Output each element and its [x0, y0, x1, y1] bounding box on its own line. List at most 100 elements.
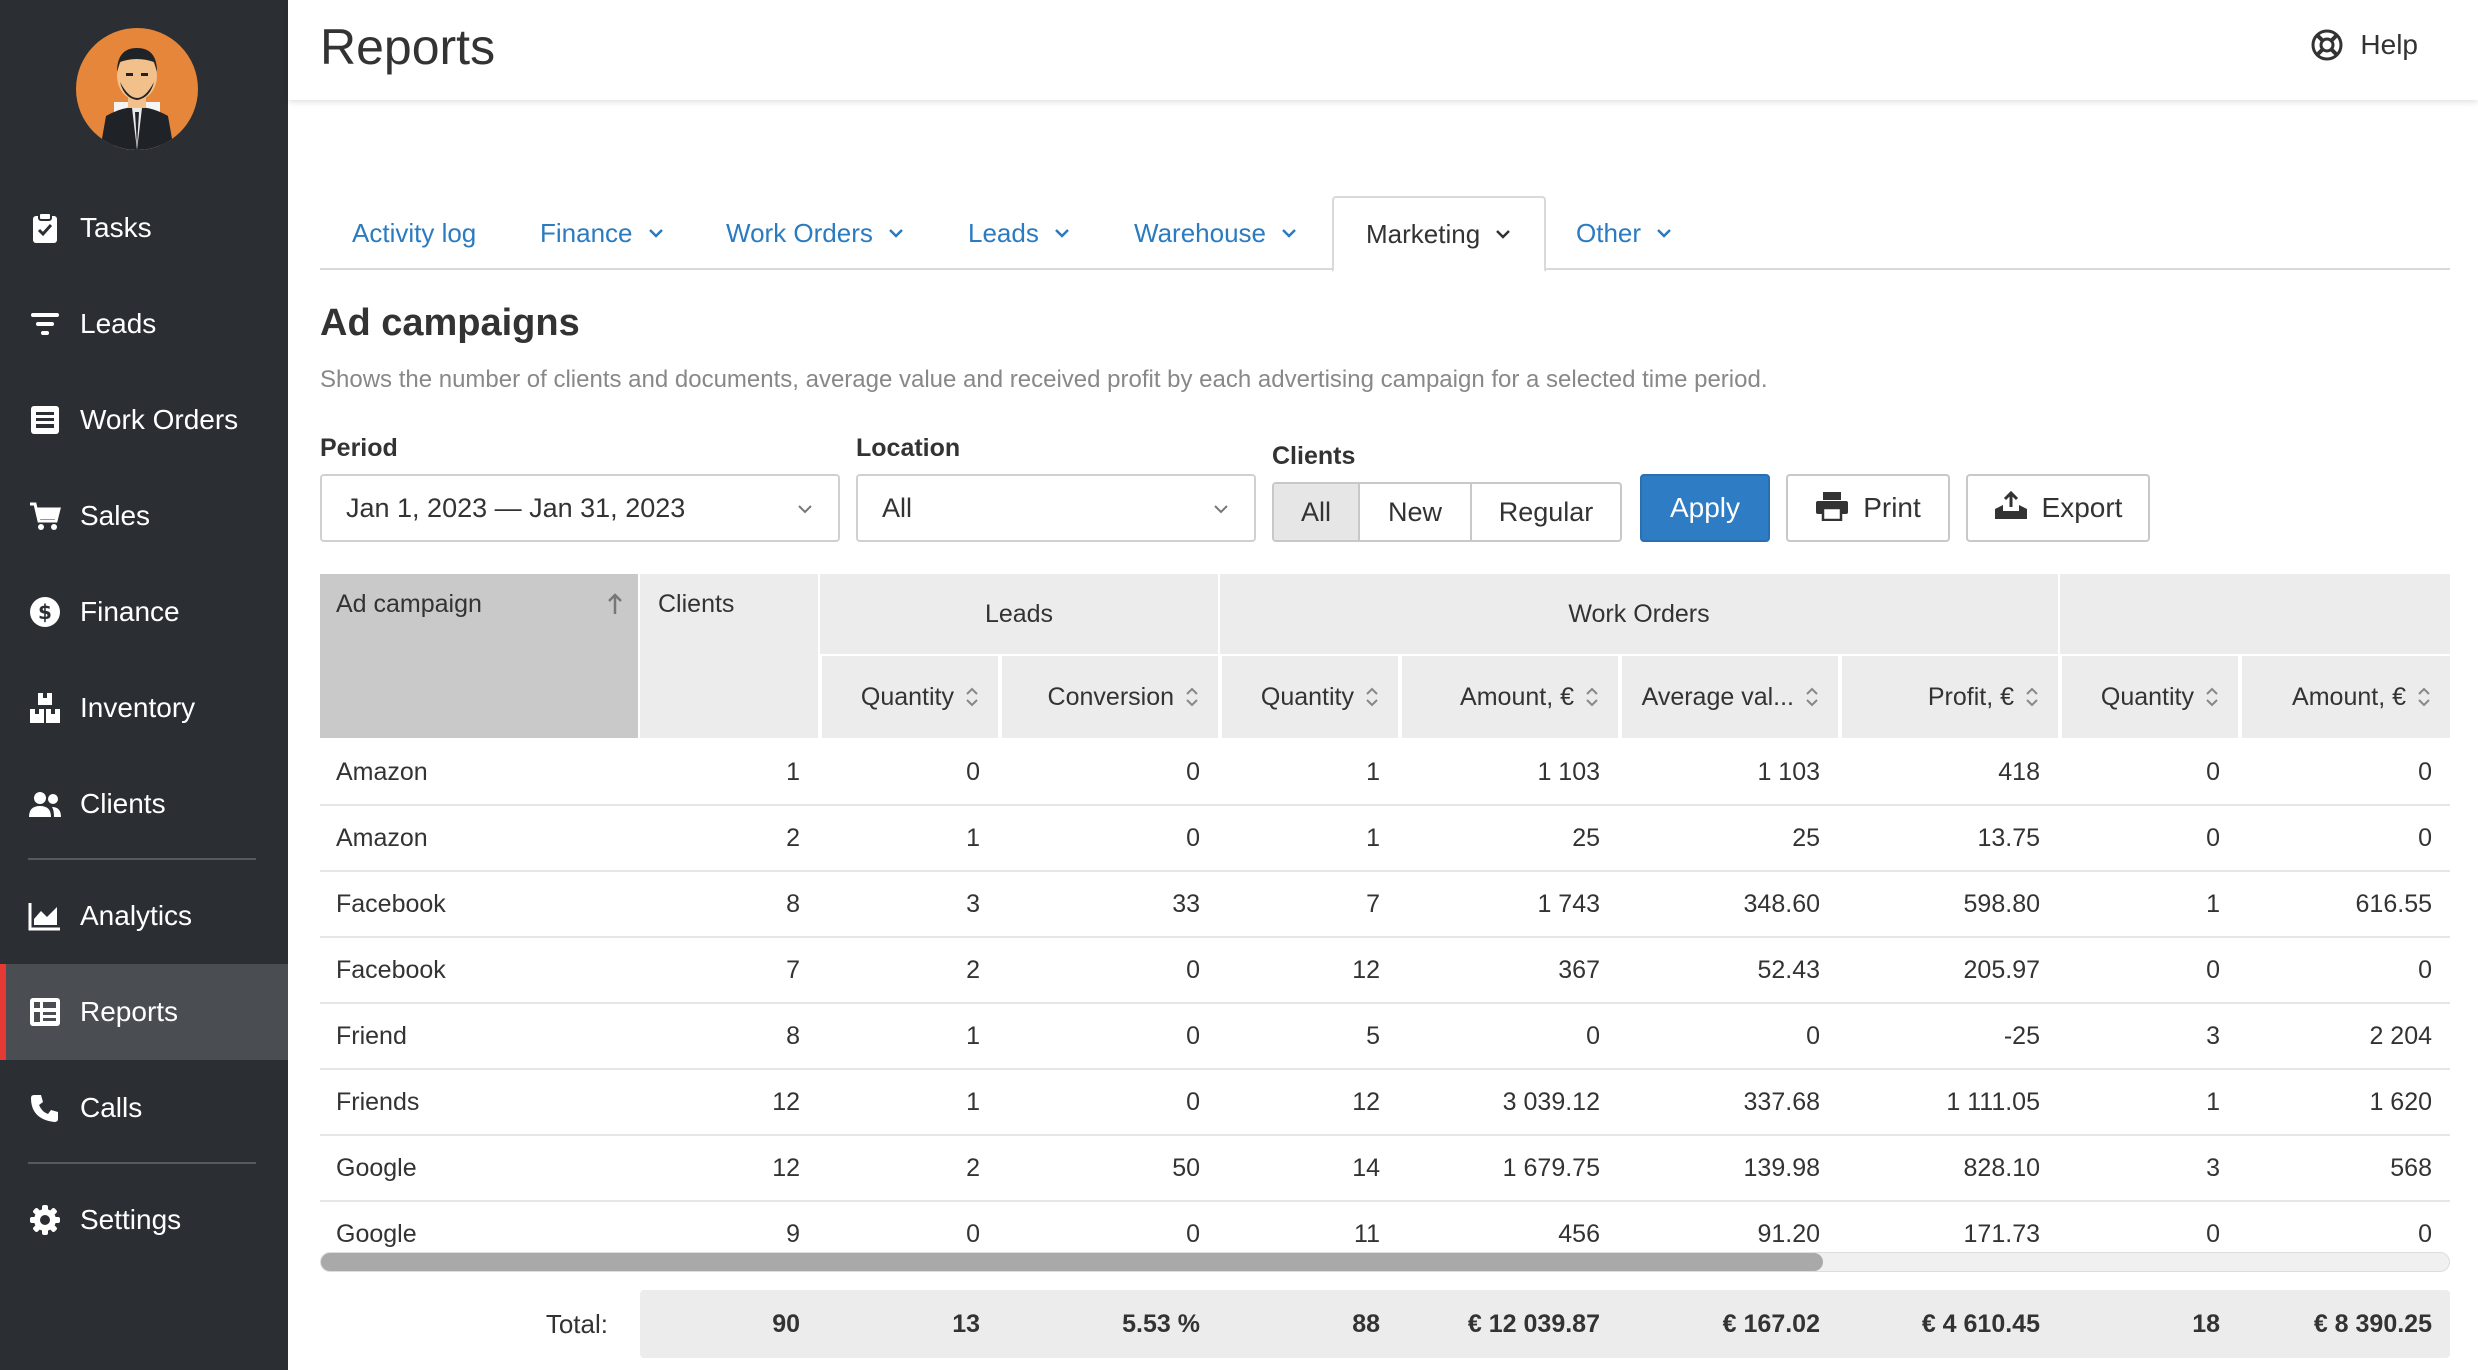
export-button[interactable]: Export: [1966, 474, 2150, 542]
sidebar-item-sales[interactable]: Sales: [0, 468, 288, 564]
table-cell: 12: [1352, 955, 1380, 984]
col-header-clients[interactable]: Clients: [640, 574, 818, 738]
avatar[interactable]: [76, 28, 198, 150]
col-header-sub[interactable]: Quantity: [2060, 656, 2238, 738]
table-row[interactable]: Google 12 2 50 14 1 679.75 139.98 828.10 3 568: [320, 1136, 2450, 1202]
sidebar-item-label: Settings: [80, 1204, 182, 1235]
table-cell: 0: [2206, 1219, 2220, 1248]
horizontal-scrollbar[interactable]: [320, 1252, 2450, 1272]
total-cell: 5.53 %: [1122, 1309, 1200, 1338]
tab-label: Leads: [968, 217, 1039, 248]
tab-label: Finance: [540, 217, 633, 248]
clients-option-all[interactable]: All: [1274, 484, 1360, 540]
sort-asc-icon: [608, 593, 622, 614]
print-button[interactable]: Print: [1786, 474, 1950, 542]
table-cell: 8: [786, 1021, 800, 1050]
ad-campaigns-table: Ad campaign Clients Leads Work Orders Qu…: [320, 574, 2450, 1250]
chevron-down-icon: [798, 505, 812, 514]
col-header-sub[interactable]: Quantity: [820, 656, 998, 738]
tab-finance[interactable]: Finance: [540, 196, 665, 270]
sort-icon: [2418, 687, 2430, 707]
sidebar-item-analytics[interactable]: Analytics: [0, 868, 288, 964]
col-header-label: Amount, €: [2292, 682, 2406, 711]
clients-option-new[interactable]: New: [1360, 484, 1472, 540]
total-cell: 90: [772, 1309, 800, 1338]
print-label: Print: [1863, 492, 1921, 523]
table-cell: 828.10: [1963, 1153, 2040, 1182]
sidebar-item-clients[interactable]: Clients: [0, 756, 288, 852]
col-header-sub[interactable]: Amount, €: [2240, 656, 2450, 738]
sidebar-item-finance[interactable]: $ Finance: [0, 564, 288, 660]
sort-icon: [1366, 687, 1378, 707]
table-cell: 0: [2418, 823, 2432, 852]
inbox-icon: [28, 403, 62, 437]
tab-leads[interactable]: Leads: [968, 196, 1071, 270]
sidebar-item-reports[interactable]: Reports: [0, 964, 288, 1060]
table-cell: 367: [1558, 955, 1600, 984]
col-header-label: Clients: [658, 590, 735, 618]
sort-icon: [1806, 687, 1818, 707]
col-header-ad-campaign[interactable]: Ad campaign: [320, 574, 638, 738]
col-header-sub[interactable]: Average val...: [1620, 656, 1838, 738]
table-cell: 2: [966, 955, 980, 984]
table-cell: 3: [2206, 1153, 2220, 1182]
table-cell: 1: [2206, 1087, 2220, 1116]
campaign-name-cell: Friends: [336, 1087, 420, 1116]
table-cell: 2: [786, 823, 800, 852]
table-row[interactable]: Friend 8 1 0 5 0 0 -25 3 2 204: [320, 1004, 2450, 1070]
sort-icon: [1186, 687, 1198, 707]
sidebar-item-work-orders[interactable]: Work Orders: [0, 372, 288, 468]
section-description: Shows the number of clients and document…: [320, 366, 1768, 393]
tab-other[interactable]: Other: [1576, 196, 1673, 270]
sidebar-divider: [28, 1162, 256, 1164]
tab-activity-log[interactable]: Activity log: [352, 196, 476, 270]
tab-warehouse[interactable]: Warehouse: [1134, 196, 1298, 270]
section-title: Ad campaigns: [320, 302, 580, 344]
col-header-sub[interactable]: Conversion: [1000, 656, 1218, 738]
table-cell: 139.98: [1743, 1153, 1820, 1182]
tab-label: Work Orders: [726, 217, 873, 248]
table-cell: 1 111.05: [1946, 1087, 2040, 1116]
location-select[interactable]: All: [856, 474, 1256, 542]
table-row[interactable]: Facebook 7 2 0 12 367 52.43 205.97 0 0: [320, 938, 2450, 1004]
sidebar-item-settings[interactable]: Settings: [0, 1172, 288, 1268]
table-row[interactable]: Friends 12 1 0 12 3 039.12 337.68 1 111.05 1 1 62…: [320, 1070, 2450, 1136]
sidebar-item-label: Clients: [80, 788, 166, 819]
table-row[interactable]: Facebook 8 3 33 7 1 743 348.60 598.80 1 616.55: [320, 872, 2450, 938]
apply-button[interactable]: Apply: [1640, 474, 1770, 542]
col-header-sub[interactable]: Profit, €: [1840, 656, 2058, 738]
sidebar-item-tasks[interactable]: Tasks: [0, 180, 288, 276]
period-value: Jan 1, 2023 — Jan 31, 2023: [346, 492, 686, 523]
clients-label: Clients: [1272, 442, 1356, 470]
clients-option-regular[interactable]: Regular: [1498, 496, 1594, 527]
table-row[interactable]: Amazon 2 1 0 1 25 25 13.75 0 0: [320, 806, 2450, 872]
col-header-sub[interactable]: Amount, €: [1400, 656, 1618, 738]
table-cell: 1: [966, 1087, 980, 1116]
sidebar-item-inventory[interactable]: Inventory: [0, 660, 288, 756]
table-cell: 1: [786, 757, 800, 786]
tab-work-orders[interactable]: Work Orders: [726, 196, 905, 270]
tab-marketing[interactable]: Marketing: [1332, 196, 1547, 272]
chevron-down-icon: [1054, 229, 1069, 238]
help-button[interactable]: Help: [2310, 28, 2418, 62]
sort-icon: [1586, 687, 1598, 707]
sidebar-item-calls[interactable]: Calls: [0, 1060, 288, 1156]
table-cell: 0: [2206, 823, 2220, 852]
sidebar-item-leads[interactable]: Leads: [0, 276, 288, 372]
table-row[interactable]: Amazon 1 0 0 1 1 103 1 103 418 0 0: [320, 740, 2450, 806]
period-select[interactable]: Jan 1, 2023 — Jan 31, 2023: [320, 474, 840, 542]
table-cell: 12: [772, 1087, 800, 1116]
col-header-label: Quantity: [2100, 682, 2194, 711]
total-cell: € 167.02: [1722, 1309, 1820, 1338]
scrollbar-thumb[interactable]: [321, 1253, 1823, 1271]
gear-icon: [28, 1203, 62, 1237]
svg-text:$: $: [38, 600, 52, 624]
campaign-name-cell: Friend: [336, 1021, 407, 1050]
table-cell: 13.75: [1977, 823, 2040, 852]
table-row[interactable]: Google 9 0 0 11 456 91.20 171.73 0 0: [320, 1202, 2450, 1250]
col-header-sub[interactable]: Quantity: [1220, 656, 1398, 738]
sidebar-item-label: Inventory: [80, 692, 196, 723]
campaign-name-cell: Amazon: [336, 757, 428, 786]
table-cell: 52.43: [1757, 955, 1820, 984]
col-group-leads: Leads: [820, 574, 1218, 656]
